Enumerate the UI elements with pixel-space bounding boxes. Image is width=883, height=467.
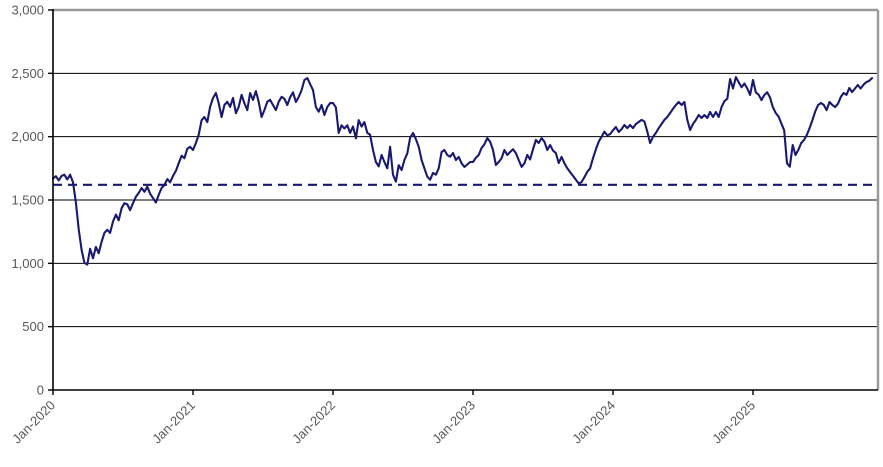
y-tick-label: 1,500: [11, 193, 44, 208]
x-tick-label: Jan-2025: [709, 398, 758, 447]
y-tick-label: 2,500: [11, 66, 44, 81]
series-line: [51, 76, 874, 266]
y-tick-label: 3,000: [11, 3, 44, 18]
x-tick-label: Jan-2023: [429, 398, 478, 447]
x-tick-label: Jan-2021: [149, 398, 198, 447]
y-tick-label: 500: [22, 319, 44, 334]
y-tick-label: 1,000: [11, 256, 44, 271]
y-tick-label: 0: [37, 383, 44, 398]
x-tick-label: Jan-2024: [569, 398, 618, 447]
x-tick-label: Jan-2022: [289, 398, 338, 447]
x-tick-label: Jan-2020: [9, 398, 58, 447]
y-tick-label: 2,000: [11, 129, 44, 144]
